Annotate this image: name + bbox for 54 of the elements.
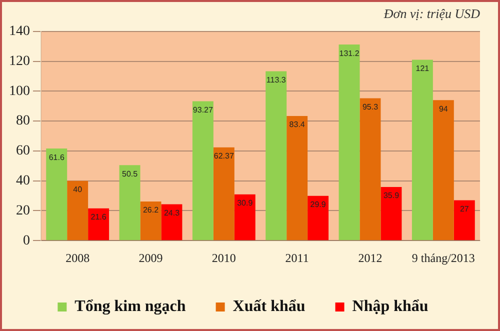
y-tick-label: 140 — [9, 24, 30, 40]
x-tick-label: 2011 — [285, 250, 309, 265]
data-label: 30.9 — [237, 198, 254, 208]
bar — [140, 201, 162, 240]
data-label: 62.37 — [214, 152, 234, 161]
data-label: 29.9 — [310, 200, 326, 210]
legend-label: Tổng kim ngạch — [74, 298, 186, 316]
bar — [161, 204, 182, 240]
bar — [454, 200, 475, 240]
bar — [360, 98, 381, 240]
bar — [119, 165, 140, 240]
x-tick-label: 9 tháng/2013 — [412, 250, 475, 265]
bar — [213, 147, 234, 240]
x-tick-label: 2012 — [358, 250, 382, 265]
bar — [67, 180, 88, 240]
bar — [338, 44, 360, 240]
y-tick-label: 20 — [16, 203, 30, 218]
y-tick-label: 40 — [16, 174, 30, 188]
bar — [432, 100, 454, 240]
bar — [234, 194, 256, 240]
data-label: 26.2 — [142, 206, 160, 215]
data-label: 50.5 — [122, 169, 138, 178]
bar — [88, 208, 110, 240]
y-tick-label: 100 — [9, 84, 30, 99]
data-label: 95.3 — [362, 102, 379, 112]
data-label: 83.4 — [289, 120, 306, 130]
y-tick-label: 80 — [16, 114, 30, 129]
y-tick-label: 120 — [9, 54, 30, 69]
bar — [308, 196, 329, 240]
data-label: 94 — [438, 104, 448, 114]
legend-label: Xuất khẩu — [232, 298, 306, 316]
data-label: 21.6 — [90, 212, 107, 222]
data-label: 131.2 — [339, 48, 360, 58]
data-label: 35.9 — [383, 191, 400, 200]
data-label: 121 — [416, 64, 430, 73]
bar — [286, 116, 308, 240]
bar — [380, 186, 402, 240]
x-tick-label: 2008 — [66, 250, 90, 265]
data-label: 40 — [73, 185, 83, 194]
bar — [266, 71, 287, 240]
bar — [412, 60, 433, 240]
y-tick-label: 0 — [23, 233, 30, 248]
bar — [46, 148, 68, 240]
x-tick-label: 2010 — [212, 250, 236, 265]
data-label: 61.6 — [48, 152, 65, 162]
bar — [192, 101, 214, 240]
data-label: 113.3 — [266, 76, 286, 84]
data-label: 93.27 — [192, 105, 214, 114]
data-label: 27 — [460, 204, 470, 214]
text: Đơn vị: triệu USD — [384, 6, 480, 22]
y-tick-label: 60 — [16, 144, 30, 159]
x-tick-label: 2009 — [138, 250, 163, 265]
legend-label: Nhập khẩu — [352, 298, 428, 316]
data-label: 24.3 — [164, 208, 180, 218]
